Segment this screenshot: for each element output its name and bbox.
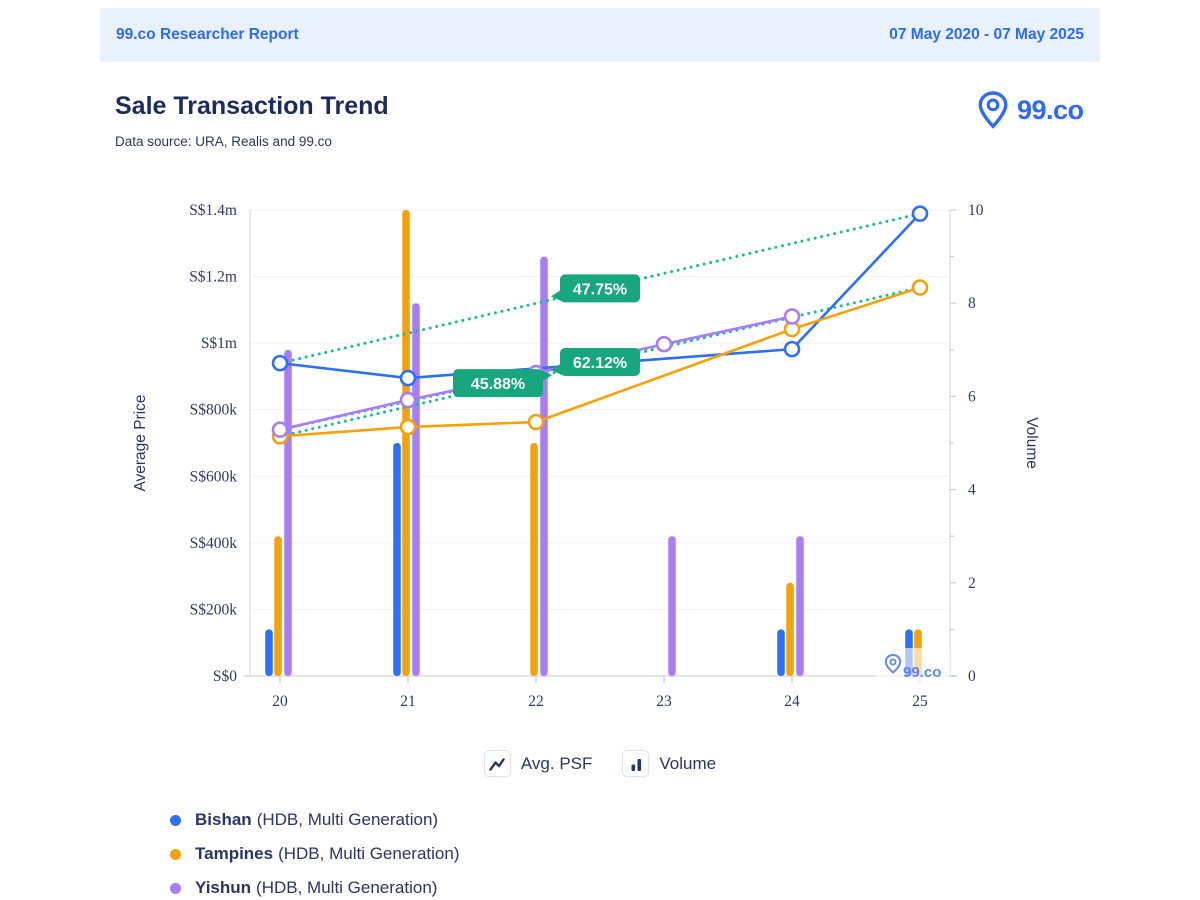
- svg-text:99.co: 99.co: [903, 664, 941, 681]
- volume-legend-toggle[interactable]: Volume: [622, 750, 716, 777]
- legend-suffix: (HDB, Multi Generation): [278, 844, 460, 863]
- svg-text:S$600k: S$600k: [190, 468, 238, 485]
- bar-chart-icon: [622, 750, 650, 777]
- svg-text:6: 6: [968, 388, 976, 405]
- series-legend: Bishan (HDB, Multi Generation) Tampines …: [170, 803, 459, 900]
- brand-name: 99.co: [1017, 94, 1084, 125]
- report-header-band: 99.co Researcher Report 07 May 2020 - 07…: [100, 8, 1100, 62]
- legend-name: Yishun: [195, 878, 252, 897]
- svg-text:2: 2: [968, 575, 976, 592]
- yishun-dot-icon: [170, 882, 181, 894]
- svg-text:62.12%: 62.12%: [573, 355, 627, 372]
- svg-text:S$400k: S$400k: [190, 535, 238, 552]
- trend-badge: 62.12%: [551, 347, 640, 376]
- svg-text:21: 21: [400, 693, 416, 710]
- avg-psf-legend-toggle[interactable]: Avg. PSF: [483, 750, 593, 777]
- svg-text:20: 20: [272, 693, 288, 710]
- svg-text:47.75%: 47.75%: [573, 281, 627, 298]
- svg-text:23: 23: [656, 693, 672, 710]
- chart-type-legend: Avg. PSF Volume: [0, 750, 1200, 777]
- brand-logo: 99.co: [976, 90, 1084, 130]
- svg-text:22: 22: [528, 693, 544, 710]
- legend-suffix: (HDB, Multi Generation): [256, 878, 438, 897]
- data-source: Data source: URA, Realis and 99.co: [115, 134, 332, 149]
- svg-text:0: 0: [968, 668, 976, 685]
- svg-text:4: 4: [968, 482, 976, 499]
- legend-item-yishun[interactable]: Yishun (HDB, Multi Generation): [170, 871, 459, 900]
- svg-text:S$0: S$0: [213, 668, 237, 685]
- svg-text:S$1.4m: S$1.4m: [189, 202, 237, 219]
- svg-text:45.88%: 45.88%: [471, 376, 525, 393]
- sale-transaction-chart: S$0 S$200k S$400k S$600k S$800k S$1m S$1.2m S$1…: [189, 202, 984, 710]
- svg-text:S$800k: S$800k: [190, 402, 238, 419]
- svg-text:S$200k: S$200k: [190, 601, 238, 618]
- map-pin-icon: [978, 91, 1008, 129]
- trend-badge: 47.75%: [551, 274, 640, 303]
- svg-text:24: 24: [784, 693, 800, 710]
- volume-legend-label: Volume: [659, 753, 717, 773]
- svg-text:8: 8: [968, 295, 976, 312]
- trend-badge: 45.88%: [453, 369, 552, 398]
- tampines-dot-icon: [170, 848, 181, 860]
- chart-watermark: 99.co: [876, 648, 950, 683]
- legend-name: Tampines: [195, 844, 274, 863]
- svg-text:S$1.2m: S$1.2m: [189, 269, 237, 286]
- avg-psf-legend-label: Avg. PSF: [520, 753, 593, 773]
- right-axis-title: Volume: [1023, 417, 1040, 469]
- report-title: 99.co Researcher Report: [116, 26, 299, 43]
- date-range: 07 May 2020 - 07 May 2025: [889, 26, 1084, 43]
- line-chart-icon: [483, 750, 511, 777]
- bishan-dot-icon: [170, 814, 181, 826]
- legend-suffix: (HDB, Multi Generation): [256, 810, 439, 829]
- legend-name: Bishan: [195, 810, 252, 829]
- legend-item-tampines[interactable]: Tampines (HDB, Multi Generation): [170, 837, 459, 871]
- svg-text:S$1m: S$1m: [201, 335, 237, 352]
- svg-text:10: 10: [968, 202, 984, 219]
- left-axis-title: Average Price: [132, 394, 149, 492]
- legend-item-bishan[interactable]: Bishan (HDB, Multi Generation): [170, 803, 459, 837]
- page-title: Sale Transaction Trend: [115, 92, 389, 120]
- svg-text:25: 25: [912, 693, 928, 710]
